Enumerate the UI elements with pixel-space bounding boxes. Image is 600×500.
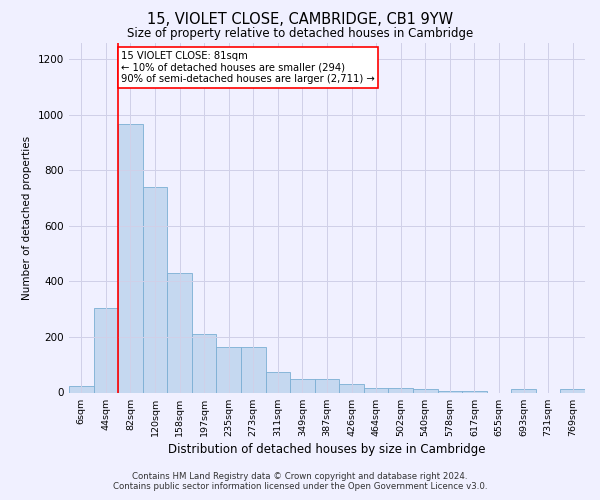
Bar — [143, 187, 167, 392]
Bar — [94, 308, 118, 392]
Text: Size of property relative to detached houses in Cambridge: Size of property relative to detached ho… — [127, 28, 473, 40]
Text: 15, VIOLET CLOSE, CAMBRIDGE, CB1 9YW: 15, VIOLET CLOSE, CAMBRIDGE, CB1 9YW — [147, 12, 453, 28]
Bar — [315, 379, 339, 392]
Bar — [560, 388, 585, 392]
Bar — [167, 273, 192, 392]
Bar — [437, 391, 462, 392]
Text: 15 VIOLET CLOSE: 81sqm
← 10% of detached houses are smaller (294)
90% of semi-de: 15 VIOLET CLOSE: 81sqm ← 10% of detached… — [121, 51, 375, 84]
Bar — [241, 346, 266, 393]
Bar — [339, 384, 364, 392]
Bar — [413, 388, 437, 392]
Bar — [290, 379, 315, 392]
Bar — [217, 346, 241, 393]
Y-axis label: Number of detached properties: Number of detached properties — [22, 136, 32, 300]
Bar — [388, 388, 413, 392]
Bar — [69, 386, 94, 392]
Bar — [462, 391, 487, 392]
Bar — [266, 372, 290, 392]
Bar — [192, 334, 217, 392]
Bar — [511, 388, 536, 392]
Text: Contains HM Land Registry data © Crown copyright and database right 2024.
Contai: Contains HM Land Registry data © Crown c… — [113, 472, 487, 491]
Bar — [118, 124, 143, 392]
X-axis label: Distribution of detached houses by size in Cambridge: Distribution of detached houses by size … — [168, 442, 486, 456]
Bar — [364, 388, 388, 392]
